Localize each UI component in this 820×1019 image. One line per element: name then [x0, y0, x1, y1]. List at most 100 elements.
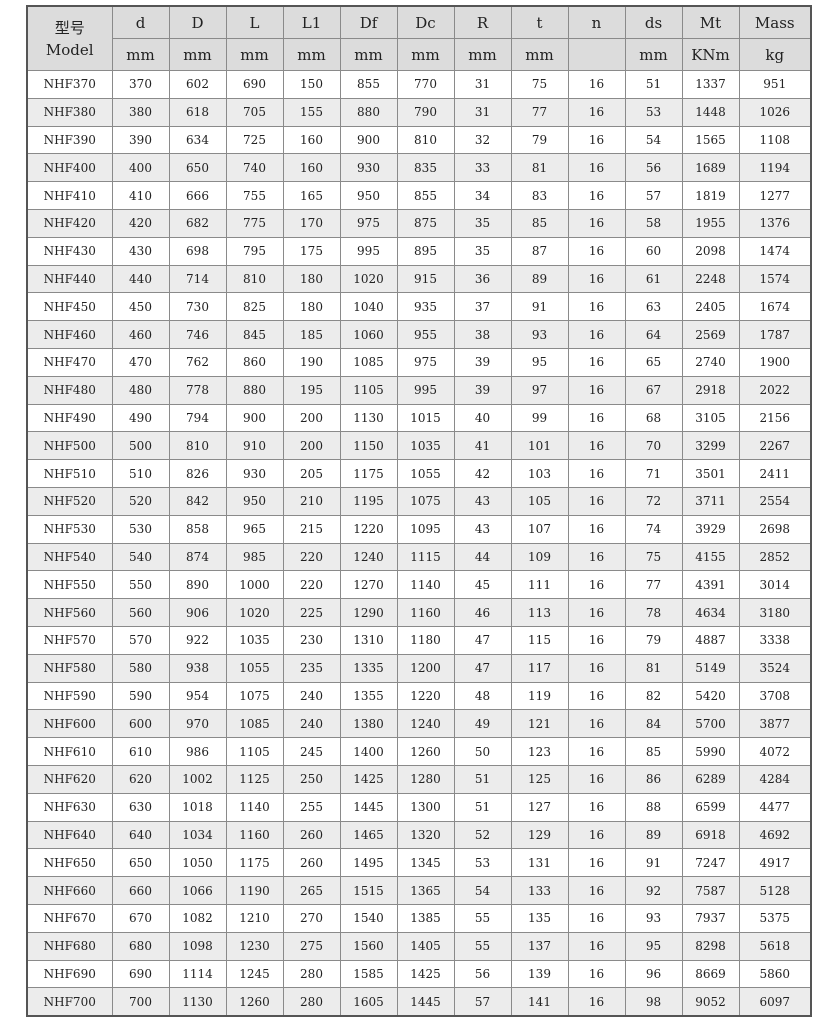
value-cell: 54 — [453, 876, 512, 905]
value-cell: 705 — [225, 97, 284, 127]
table-row: NHF400 400 650 740 160 930 835 33 81 16 56 1689 1194 — [26, 153, 812, 183]
model-cell: NHF400 — [26, 153, 113, 183]
value-cell: 53 — [453, 848, 512, 878]
value-cell: 56 — [453, 959, 512, 989]
value-cell: 16 — [567, 153, 626, 183]
value-cell: 47 — [453, 625, 512, 655]
value-cell: 1075 — [225, 681, 284, 711]
value-cell: 240 — [282, 709, 341, 739]
value-cell: 3524 — [738, 653, 812, 683]
value-cell: 82 — [624, 681, 683, 711]
value-cell: 5128 — [738, 876, 812, 905]
value-cell: 1055 — [225, 653, 284, 683]
table-row: NHF490 490 794 900 200 1130 1015 40 99 16 68 3105 21… — [26, 403, 812, 433]
value-cell: 1220 — [396, 681, 455, 711]
value-cell: 1245 — [225, 959, 284, 989]
value-cell: 1195 — [339, 486, 398, 516]
value-cell: 86 — [624, 764, 683, 794]
value-cell: 680 — [111, 931, 170, 961]
value-cell: 75 — [510, 70, 569, 99]
value-cell: 137 — [510, 931, 569, 961]
value-cell: 825 — [225, 292, 284, 322]
table-row: NHF520 520 842 950 210 1195 1075 43 105 16 72 3711 2… — [26, 486, 812, 516]
value-cell: 160 — [282, 153, 341, 183]
model-cell: NHF700 — [26, 987, 113, 1017]
value-cell: 16 — [567, 959, 626, 989]
value-cell: 265 — [282, 876, 341, 905]
value-cell: 16 — [567, 987, 626, 1017]
value-cell: 915 — [396, 264, 455, 294]
model-header-en: Model — [45, 40, 94, 59]
value-cell: 1020 — [225, 598, 284, 627]
value-cell: 1565 — [681, 125, 740, 155]
value-cell: 1955 — [681, 208, 740, 238]
value-cell: 1026 — [738, 97, 812, 127]
value-cell: 490 — [111, 403, 170, 433]
value-cell: 8298 — [681, 931, 740, 961]
value-cell: 92 — [624, 876, 683, 905]
table-row: NHF370 370 602 690 150 855 770 31 75 16 51 1337 951 — [26, 70, 812, 99]
value-cell: 900 — [225, 403, 284, 433]
value-cell: 280 — [282, 959, 341, 989]
value-cell: 1175 — [339, 459, 398, 488]
model-cell: NHF660 — [26, 876, 113, 905]
value-cell: 1040 — [339, 292, 398, 322]
value-cell: 220 — [282, 570, 341, 600]
value-cell: 930 — [339, 153, 398, 183]
value-cell: 1114 — [168, 959, 227, 989]
value-cell: 682 — [168, 208, 227, 238]
value-cell: 610 — [111, 737, 170, 766]
value-cell: 1210 — [225, 903, 284, 933]
value-cell: 690 — [111, 959, 170, 989]
value-cell: 5990 — [681, 737, 740, 766]
table-row: NHF420 420 682 775 170 975 875 35 85 16 58 1955 1376 — [26, 208, 812, 238]
value-cell: 55 — [453, 931, 512, 961]
value-cell: 81 — [510, 153, 569, 183]
value-cell: 6097 — [738, 987, 812, 1017]
value-cell: 3708 — [738, 681, 812, 711]
value-cell: 938 — [168, 653, 227, 683]
value-cell: 790 — [396, 97, 455, 127]
value-cell: 16 — [567, 625, 626, 655]
value-cell: 1220 — [339, 514, 398, 544]
value-cell: 39 — [453, 347, 512, 377]
value-cell: 43 — [453, 514, 512, 544]
value-cell: 115 — [510, 625, 569, 655]
value-cell: 88 — [624, 792, 683, 822]
value-cell: 845 — [225, 320, 284, 349]
value-cell: 16 — [567, 848, 626, 878]
value-cell: 190 — [282, 347, 341, 377]
value-cell: 460 — [111, 320, 170, 349]
table-row: NHF560 560 906 1020 225 1290 1160 46 113 16 78 4634… — [26, 598, 812, 627]
value-cell: 1376 — [738, 208, 812, 238]
table-row: NHF670 670 1082 1210 270 1540 1385 55 135 16 93 793… — [26, 903, 812, 933]
value-cell: 480 — [111, 375, 170, 405]
value-cell: 31 — [453, 70, 512, 99]
value-cell: 5700 — [681, 709, 740, 739]
value-cell: 16 — [567, 125, 626, 155]
column-header: n — [567, 5, 626, 39]
value-cell: 96 — [624, 959, 683, 989]
value-cell: 1066 — [168, 876, 227, 905]
value-cell: 3338 — [738, 625, 812, 655]
value-cell: 16 — [567, 70, 626, 99]
value-cell: 45 — [453, 570, 512, 600]
column-header: ds — [624, 5, 683, 39]
value-cell: 16 — [567, 236, 626, 266]
unit-header: mm — [396, 38, 455, 71]
value-cell: 150 — [282, 70, 341, 99]
value-cell: 2156 — [738, 403, 812, 433]
value-cell: 951 — [738, 70, 812, 99]
value-cell: 1689 — [681, 153, 740, 183]
column-header: Df — [339, 5, 398, 39]
value-cell: 78 — [624, 598, 683, 627]
value-cell: 129 — [510, 820, 569, 850]
value-cell: 16 — [567, 820, 626, 850]
model-cell: NHF670 — [26, 903, 113, 933]
value-cell: 1125 — [225, 764, 284, 794]
unit-header: KNm — [681, 38, 740, 71]
value-cell: 4155 — [681, 542, 740, 572]
value-cell: 180 — [282, 264, 341, 294]
unit-header: mm — [339, 38, 398, 71]
value-cell: 2554 — [738, 486, 812, 516]
